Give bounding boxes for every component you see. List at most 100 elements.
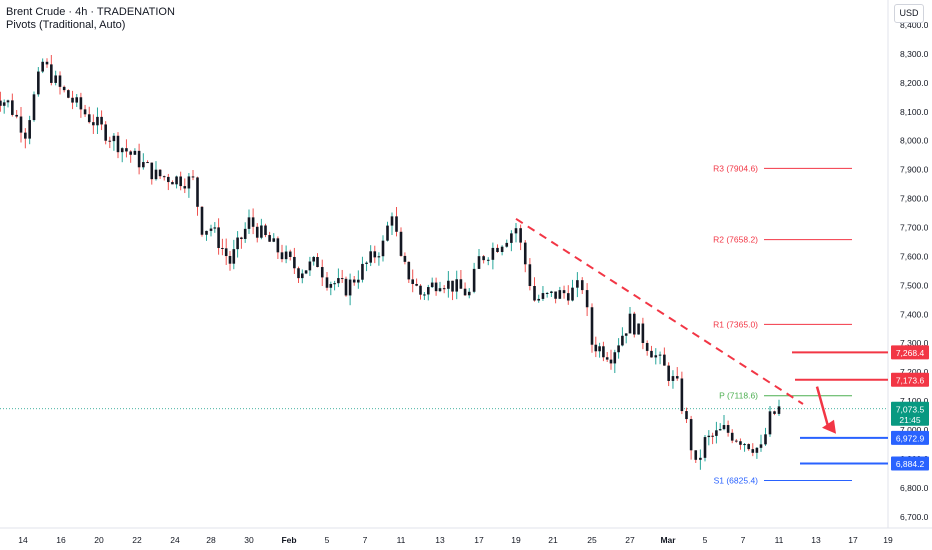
candle-body (79, 97, 83, 110)
candle-body (361, 263, 364, 280)
candle-body (116, 135, 120, 153)
candle-body (541, 293, 545, 299)
candle-body (19, 116, 23, 133)
candle-body (671, 376, 675, 381)
price-tick-label: 8,400.0 (900, 20, 929, 30)
candle-body (777, 406, 781, 414)
candle-body (463, 288, 467, 296)
candle-body (272, 238, 276, 242)
candle-body (703, 437, 707, 458)
level-price-tag (891, 456, 929, 471)
candle-body (92, 122, 95, 126)
price-tick-label: 7,100.0 (900, 396, 929, 406)
candle-body (438, 288, 442, 292)
candle-body (333, 283, 336, 285)
candle-body (191, 176, 195, 178)
time-tick-label: 19 (511, 535, 521, 545)
pivot-label: R3 (7904.6) (713, 163, 758, 173)
candle-body (707, 435, 711, 438)
candle-body (715, 430, 718, 436)
candle-body (605, 357, 609, 360)
candle-body (645, 342, 649, 351)
candle-body (120, 148, 124, 153)
candle-body (694, 450, 698, 460)
pivot-label: P (7118.6) (719, 391, 758, 401)
candle-body (301, 273, 304, 279)
current-price-tag (891, 401, 929, 426)
candle-body (759, 444, 763, 448)
candle-body (217, 227, 220, 248)
price-tick-label: 6,800.0 (900, 483, 929, 493)
price-tick-label: 7,800.0 (900, 194, 929, 204)
forecast-arrow-head (822, 419, 836, 434)
candle-body (571, 287, 574, 301)
candle-body (650, 350, 653, 358)
level-price-tag (891, 345, 929, 360)
candle-body (442, 288, 446, 290)
price-tick-label: 7,200.0 (900, 367, 929, 377)
candle-body (129, 151, 132, 155)
current-price-value: 7,073.5 (896, 404, 925, 414)
candle-body (0, 100, 2, 106)
time-tick-label: 7 (363, 535, 368, 545)
candle-body (352, 279, 356, 283)
candle-body (500, 246, 504, 252)
time-tick-label: 22 (132, 535, 142, 545)
candle-body (357, 279, 360, 283)
candle-body (58, 75, 62, 87)
candle-body (755, 447, 759, 453)
candle-body (486, 259, 490, 261)
candle-body (369, 251, 372, 263)
price-tick-label: 8,300.0 (900, 49, 929, 59)
candle-body (337, 278, 340, 284)
pivot-label: R1 (7365.0) (713, 319, 758, 329)
candle-body (264, 225, 267, 236)
candle-body (545, 292, 549, 294)
candle-body (415, 283, 418, 286)
time-tick-label: 5 (703, 535, 708, 545)
level-price-tag-text: 6,972.9 (896, 433, 925, 443)
candle-body (255, 226, 259, 238)
candle-body (312, 257, 315, 262)
time-tick-label: 28 (206, 535, 216, 545)
level-price-tag-text: 7,173.6 (896, 375, 925, 385)
candle-body (722, 425, 726, 430)
candle-body (11, 100, 14, 115)
candle-body (585, 290, 589, 308)
candle-body (726, 425, 730, 433)
candle-body (377, 256, 381, 258)
candle-body (200, 206, 204, 235)
candle-body (83, 109, 87, 115)
candle-body (45, 61, 49, 65)
candle-body (419, 285, 422, 295)
current-price-countdown: 21:45 (899, 415, 921, 425)
time-tick-label: 7 (741, 535, 746, 545)
candle-body (71, 97, 74, 103)
candle-body (430, 282, 434, 288)
candle-body (125, 148, 128, 152)
candle-body (67, 90, 70, 98)
candle-body (768, 411, 772, 435)
candle-body (617, 345, 620, 353)
candle-body (558, 290, 562, 299)
price-tick-label: 6,700.0 (900, 512, 929, 522)
time-tick-label: 16 (56, 535, 66, 545)
candle-body (224, 248, 228, 257)
candle-body (325, 277, 329, 288)
candle-body (348, 279, 352, 296)
level-price-tag-text: 6,884.2 (896, 459, 925, 469)
candle-body (566, 293, 570, 301)
candle-body (187, 176, 191, 189)
time-tick-label: 25 (587, 535, 597, 545)
candle-body (162, 176, 166, 178)
time-tick-label: 13 (435, 535, 445, 545)
currency-button[interactable]: USD (894, 4, 924, 23)
candle-body (154, 169, 158, 180)
candle-body (658, 354, 662, 356)
candle-body (146, 162, 149, 164)
candle-body (628, 313, 632, 334)
candle-body (467, 291, 471, 296)
candle-body (196, 177, 199, 207)
candle-body (580, 280, 584, 291)
